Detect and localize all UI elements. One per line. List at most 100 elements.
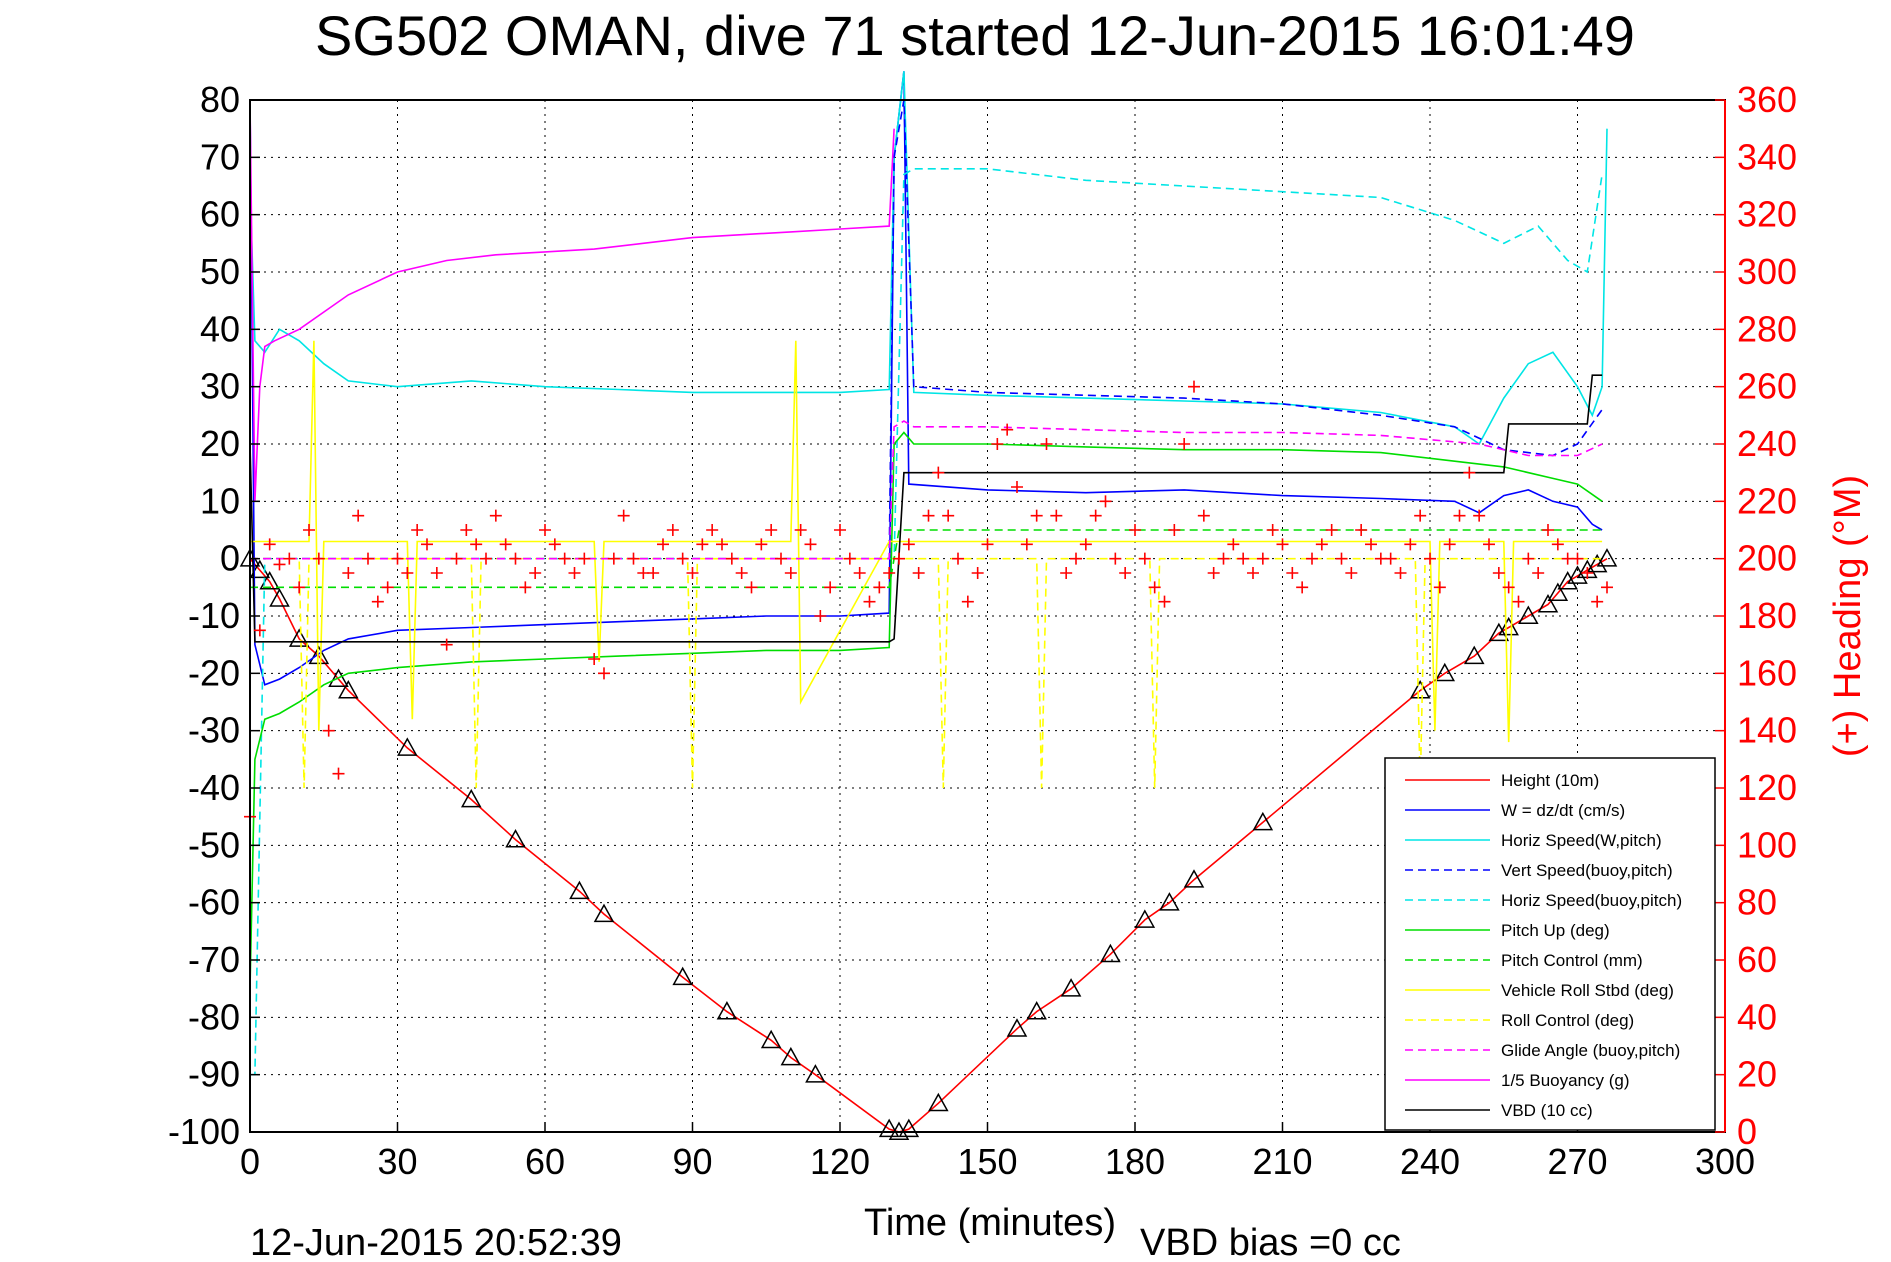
y-tick-label: -70 <box>188 939 240 980</box>
heading-marker <box>480 552 492 565</box>
heading-marker <box>912 567 925 579</box>
y-right-tick-label: 300 <box>1737 251 1797 292</box>
y-tick-label: 80 <box>200 79 240 120</box>
series-glide-angle-buoy-pitch <box>250 420 1603 560</box>
heading-marker <box>342 567 355 579</box>
heading-marker <box>1463 466 1476 479</box>
legend-label: W = dz/dt (cm/s) <box>1501 801 1625 820</box>
y-right-tick-label: 0 <box>1737 1111 1757 1152</box>
heading-marker <box>666 524 679 536</box>
height-marker <box>460 788 482 808</box>
height-marker <box>1547 582 1569 602</box>
heading-marker <box>794 524 807 536</box>
y-tick-label: -80 <box>188 996 240 1037</box>
heading-marker <box>617 509 630 522</box>
y-right-tick-label: 120 <box>1737 767 1797 808</box>
y-tick-label: -30 <box>188 710 240 751</box>
heading-marker <box>1188 380 1200 393</box>
heading-marker <box>1532 567 1545 579</box>
heading-marker <box>1315 538 1328 551</box>
heading-marker <box>1217 552 1230 565</box>
y-right-tick-label: 20 <box>1737 1054 1777 1095</box>
height-marker <box>780 1046 802 1066</box>
heading-marker <box>607 552 620 565</box>
height-marker <box>269 588 290 607</box>
x-tick-label: 90 <box>672 1141 712 1182</box>
heading-marker <box>1001 423 1014 436</box>
heading-marker <box>529 567 542 579</box>
series-line <box>249 71 1603 686</box>
heading-marker <box>381 581 394 594</box>
y-tick-label: -100 <box>168 1111 240 1152</box>
legend-label: VBD (10 cc) <box>1501 1101 1593 1120</box>
heading-marker <box>853 567 866 579</box>
legend-label: Pitch Up (deg) <box>1501 921 1610 940</box>
heading-marker <box>1247 567 1259 579</box>
heading-marker <box>883 567 896 579</box>
heading-marker <box>755 538 768 551</box>
y-tick-label: -20 <box>188 652 240 693</box>
height-marker <box>1006 1018 1028 1037</box>
legend-label: Horiz Speed(buoy,pitch) <box>1501 891 1682 910</box>
height-marker <box>505 829 526 848</box>
y-right-tick-label: 80 <box>1737 882 1777 923</box>
height-marker <box>1060 978 1082 997</box>
heading-marker <box>539 524 551 536</box>
height-marker <box>1026 1001 1047 1020</box>
height-marker <box>308 645 330 665</box>
heading-marker <box>1345 567 1358 579</box>
y-tick-label: 70 <box>200 136 240 177</box>
heading-marker <box>312 552 325 565</box>
height-marker <box>288 628 310 647</box>
heading-marker <box>824 581 837 594</box>
heading-marker <box>1571 552 1584 565</box>
heading-marker <box>519 581 532 594</box>
height-marker <box>1586 553 1608 573</box>
heading-marker <box>558 552 571 565</box>
heading-marker <box>1286 567 1299 579</box>
legend-label: Vert Speed(buoy,pitch) <box>1501 861 1673 880</box>
y-axis-right-label: (+) Heading (°M) <box>1827 475 1869 757</box>
heading-marker <box>1178 438 1191 450</box>
heading-marker <box>1227 538 1240 551</box>
height-marker <box>397 737 418 756</box>
heading-marker <box>1050 509 1063 522</box>
height-marker <box>1498 616 1519 636</box>
height-marker <box>716 1001 738 1020</box>
heading-marker <box>696 538 709 551</box>
height-marker <box>672 966 693 986</box>
heading-marker <box>1384 552 1397 565</box>
y-axis-ticks: 80 70 60 50 40 30 20 10 0 -10 -20 -30 -40 -50 -60 -70 -8… <box>168 79 260 1152</box>
y-right-tick-label: 240 <box>1737 423 1797 464</box>
heading-marker <box>371 595 384 608</box>
y-tick-label: 30 <box>200 366 240 407</box>
x-tick-label: 180 <box>1105 1141 1165 1182</box>
heading-marker <box>902 538 915 551</box>
legend-label: 1/5 Buoyancy (g) <box>1501 1071 1630 1090</box>
x-tick-label: 300 <box>1695 1141 1755 1182</box>
heading-marker <box>745 581 758 594</box>
y-tick-label: 20 <box>200 423 240 464</box>
heading-marker <box>676 552 689 565</box>
height-marker <box>593 903 615 923</box>
heading-marker <box>1079 538 1092 551</box>
height-marker <box>1100 943 1121 963</box>
y-tick-label: -60 <box>188 882 240 923</box>
heading-marker <box>283 552 296 565</box>
x-tick-label: 30 <box>377 1141 417 1182</box>
heading-marker <box>1453 509 1466 522</box>
heading-marker <box>1030 509 1043 522</box>
x-tick-label: 240 <box>1400 1141 1460 1182</box>
y-right-tick-label: 60 <box>1737 939 1777 980</box>
heading-marker <box>273 558 286 571</box>
y-tick-label: -40 <box>188 767 240 808</box>
heading-marker <box>804 538 817 551</box>
heading-marker <box>430 567 443 579</box>
heading-marker <box>981 538 994 551</box>
y-tick-label: 40 <box>200 308 240 349</box>
series-w-dz-dt-cm-s <box>249 71 1603 686</box>
series-line <box>250 340 1603 743</box>
heading-marker <box>991 438 1004 450</box>
height-marker <box>1596 548 1618 567</box>
heading-marker <box>1306 552 1318 565</box>
